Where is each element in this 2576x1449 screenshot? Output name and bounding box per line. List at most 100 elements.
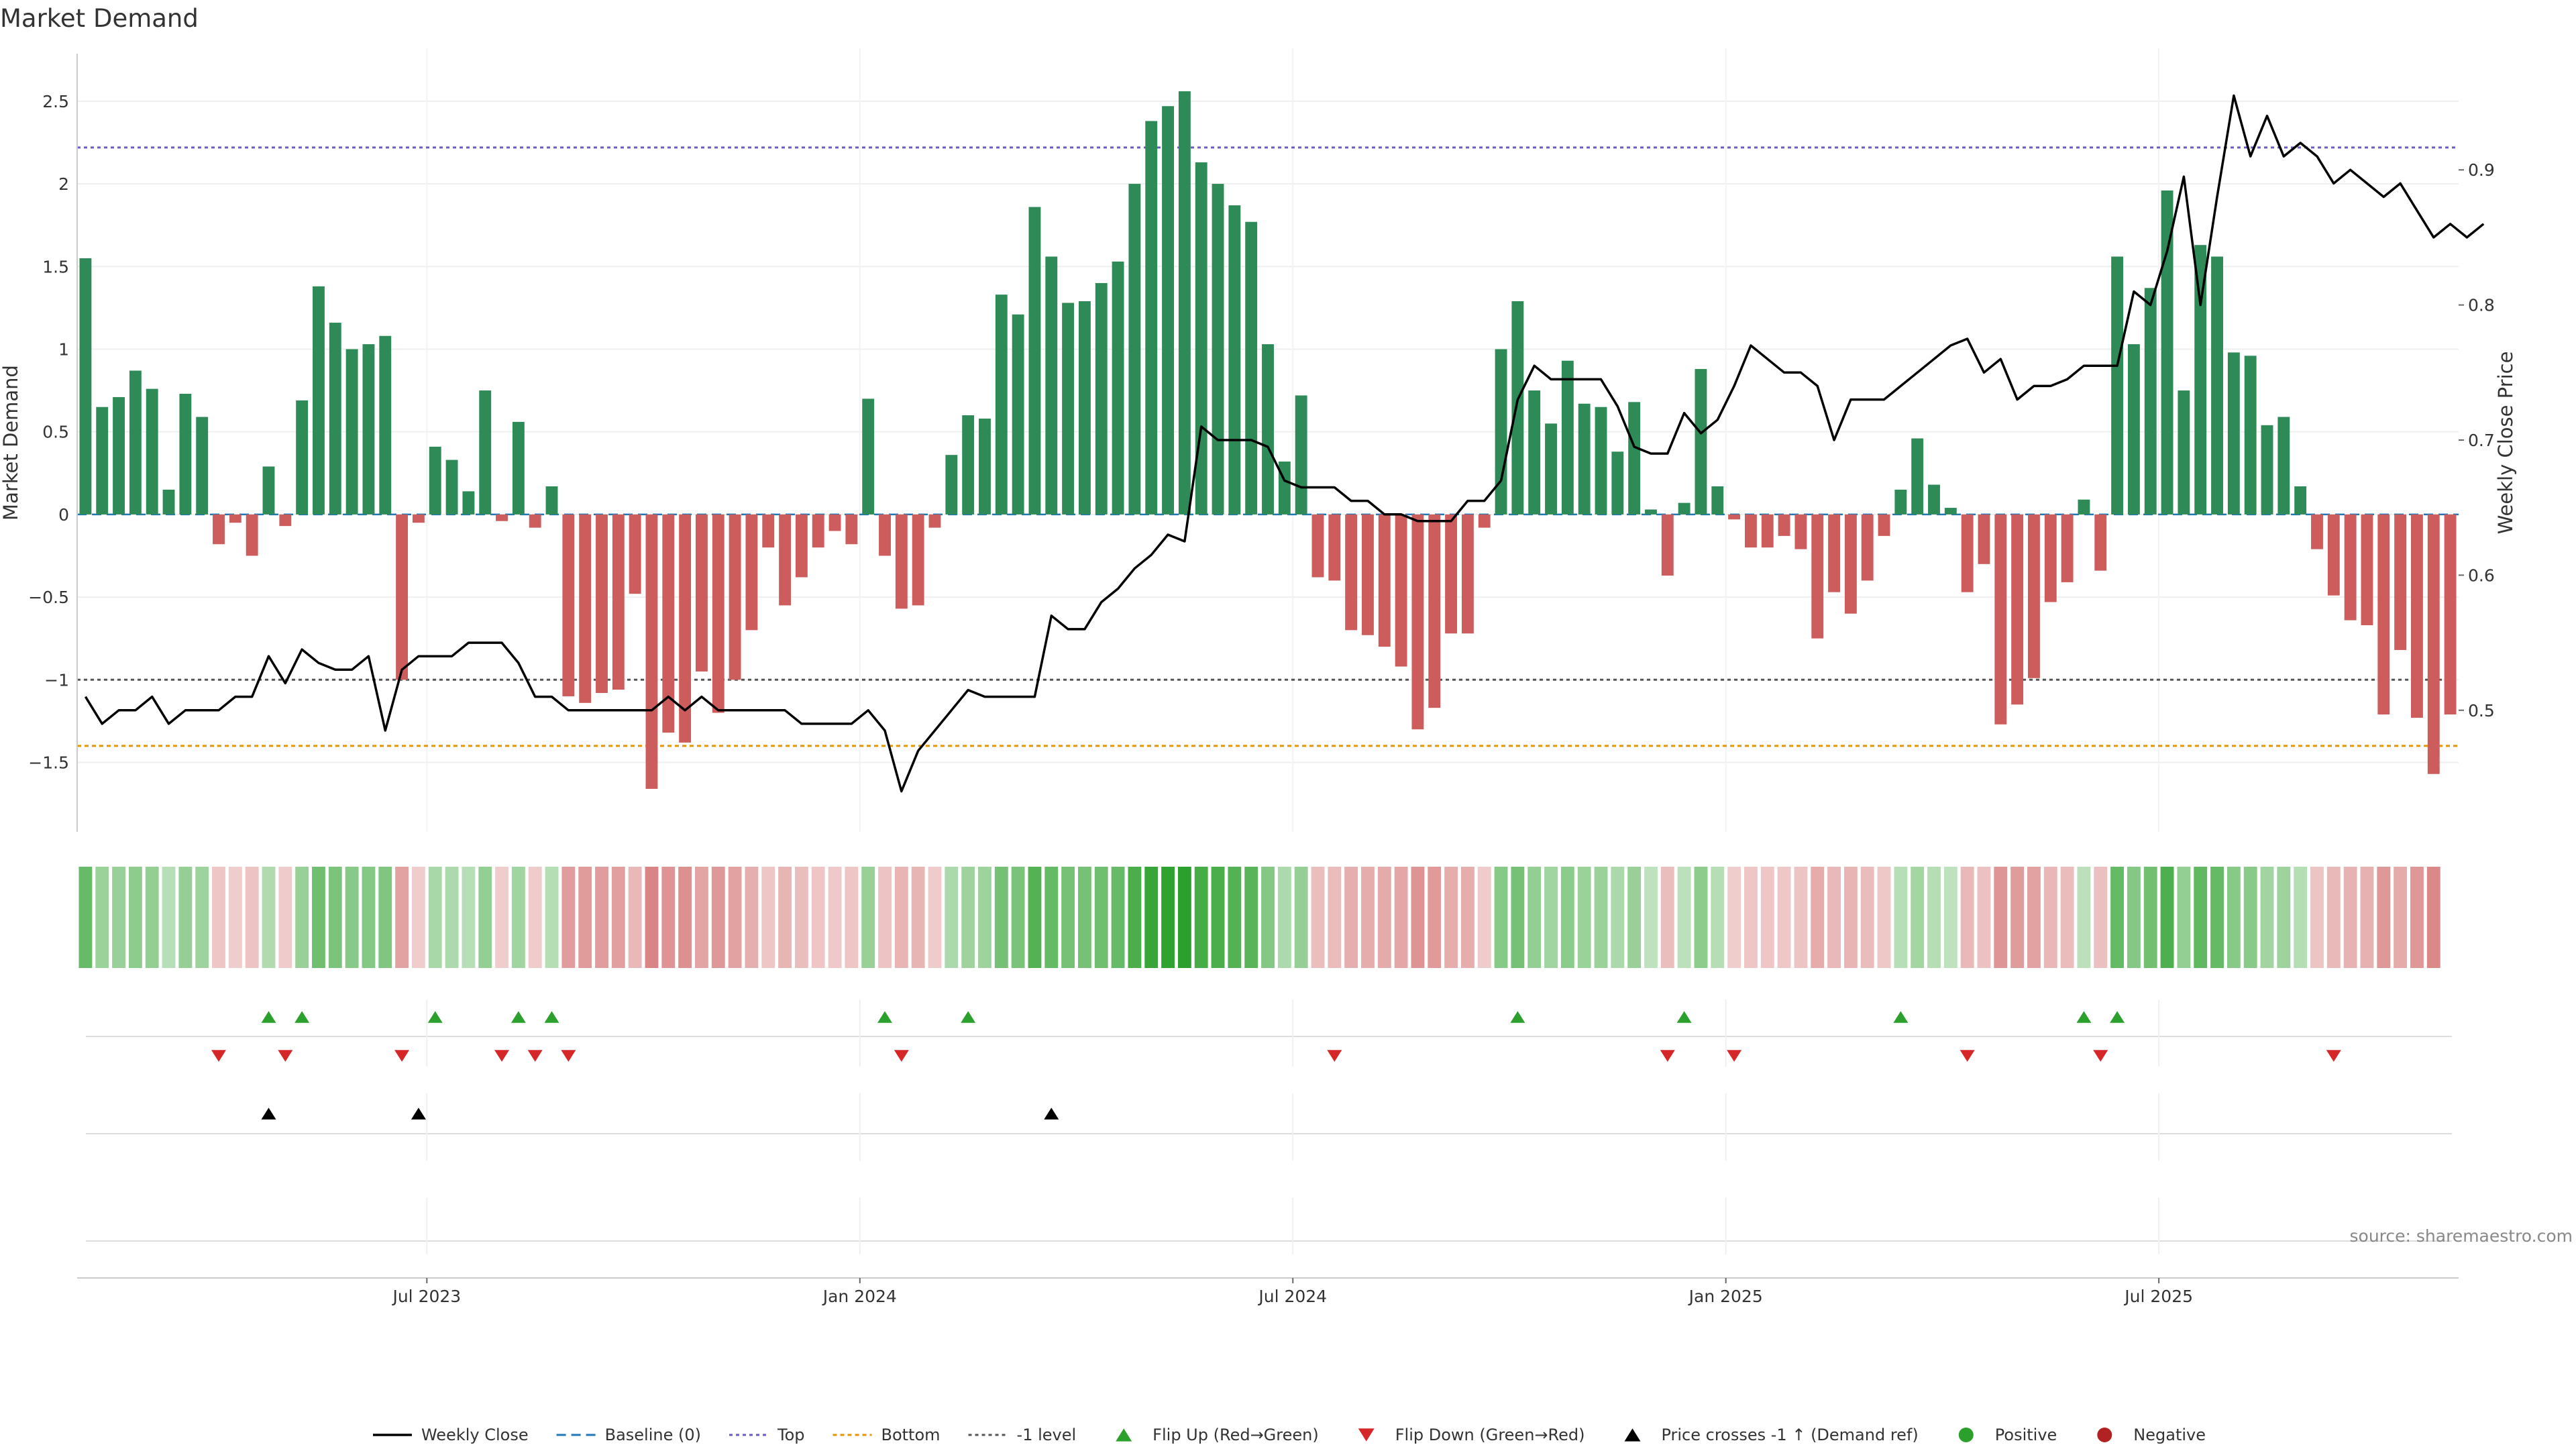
demand-bar-positive bbox=[995, 294, 1008, 515]
heat-cell bbox=[961, 867, 975, 968]
heat-cell bbox=[411, 867, 425, 968]
heat-cell bbox=[128, 867, 142, 968]
demand-bar-positive bbox=[1628, 402, 1641, 515]
demand-heat-strip bbox=[78, 867, 2440, 968]
heat-cell bbox=[1777, 867, 1791, 968]
flip-down-marker bbox=[561, 1050, 576, 1062]
demand-bar-positive bbox=[1095, 282, 1108, 515]
demand-bar-positive bbox=[1162, 106, 1174, 515]
flip-up-marker bbox=[877, 1011, 893, 1023]
heat-cell bbox=[2010, 867, 2025, 968]
heat-cell bbox=[1560, 867, 1574, 968]
flip-down-marker bbox=[494, 1050, 510, 1062]
heat-cell bbox=[528, 867, 542, 968]
demand-bar-negative bbox=[2094, 514, 2107, 571]
y-tick-label: 0.5 bbox=[42, 423, 69, 442]
demand-bar-positive bbox=[1245, 221, 1258, 515]
demand-bar-negative bbox=[2061, 514, 2074, 582]
legend-item: Top bbox=[729, 1426, 805, 1444]
demand-bar-negative bbox=[928, 514, 941, 528]
demand-bar-positive bbox=[1894, 489, 1907, 515]
legend-item: Flip Down (Green→Red) bbox=[1358, 1426, 1585, 1444]
legend-triangle-down-icon bbox=[1358, 1428, 1375, 1442]
demand-bar-negative bbox=[762, 514, 775, 548]
legend-label: Price crosses -1 ↑ (Demand ref) bbox=[1661, 1426, 1918, 1444]
demand-bar-negative bbox=[2311, 514, 2323, 549]
x-tick-label: Jan 2024 bbox=[822, 1287, 897, 1306]
heat-cell bbox=[811, 867, 825, 968]
demand-bar-positive bbox=[1645, 509, 1657, 515]
heat-cell bbox=[2226, 867, 2241, 968]
demand-bar-negative bbox=[1828, 514, 1840, 592]
flip-up-marker bbox=[1510, 1011, 1525, 1023]
demand-bar-positive bbox=[1078, 301, 1091, 515]
heat-cell bbox=[1294, 867, 1308, 968]
demand-bar-negative bbox=[795, 514, 808, 578]
heat-cell bbox=[495, 867, 508, 968]
heat-cell bbox=[661, 867, 676, 968]
demand-bar-negative bbox=[2044, 514, 2057, 602]
heat-cell bbox=[1277, 867, 1291, 968]
heat-cell bbox=[1694, 867, 1708, 968]
weekly-close-series bbox=[84, 94, 2485, 793]
flip-up-marker bbox=[961, 1011, 976, 1023]
heat-cell bbox=[1644, 867, 1658, 968]
heat-cell bbox=[1144, 867, 1159, 968]
heat-cell bbox=[2294, 867, 2308, 968]
y-tick-label: −1 bbox=[44, 670, 69, 690]
demand-bar-positive bbox=[162, 489, 175, 515]
demand-bar-negative bbox=[1761, 514, 1774, 548]
demand-bar-negative bbox=[612, 514, 625, 690]
demand-bar-negative bbox=[1428, 514, 1441, 708]
heat-cell bbox=[395, 867, 409, 968]
legend-triangle-up-icon bbox=[1116, 1428, 1132, 1442]
demand-bar-negative bbox=[529, 514, 541, 528]
demand-bar-positive bbox=[512, 421, 525, 515]
heat-cell bbox=[1544, 867, 1558, 968]
heat-cell bbox=[1460, 867, 1474, 968]
heat-cell bbox=[1394, 867, 1408, 968]
demand-bar-negative bbox=[729, 514, 741, 680]
demand-bar-positive bbox=[2244, 356, 2257, 515]
demand-bar-positive bbox=[1928, 484, 1940, 515]
heat-cell bbox=[2110, 867, 2125, 968]
heat-cell bbox=[1311, 867, 1325, 968]
demand-bar-positive bbox=[462, 491, 475, 515]
demand-bar-negative bbox=[1978, 514, 1990, 564]
demand-bar-positive bbox=[1295, 395, 1307, 515]
demand-bar-positive bbox=[1595, 407, 1607, 515]
demand-bar-negative bbox=[662, 514, 675, 733]
heat-cell bbox=[1711, 867, 1725, 968]
demand-bar-positive bbox=[362, 344, 375, 515]
demand-bar-positive bbox=[862, 398, 875, 515]
demand-bar-negative bbox=[1778, 514, 1790, 536]
y-tick-label: −1.5 bbox=[28, 753, 69, 773]
legend-item: Baseline (0) bbox=[556, 1426, 701, 1444]
heat-cell bbox=[2426, 867, 2440, 968]
heat-cell bbox=[1444, 867, 1458, 968]
demand-bar-positive bbox=[1178, 91, 1191, 515]
demand-bar-negative bbox=[879, 514, 891, 556]
demand-bar-negative bbox=[629, 514, 641, 594]
demand-bar-negative bbox=[779, 514, 792, 606]
demand-bar-positive bbox=[1262, 344, 1274, 515]
y2-tick-label: 0.8 bbox=[2468, 296, 2495, 315]
demand-bar-positive bbox=[2161, 190, 2174, 515]
heat-cell bbox=[2094, 867, 2108, 968]
legend-label: Baseline (0) bbox=[605, 1426, 701, 1444]
heat-cell bbox=[1843, 867, 1858, 968]
heat-cell bbox=[994, 867, 1008, 968]
demand-bar-negative bbox=[645, 514, 658, 789]
flip-up-marker bbox=[544, 1011, 559, 1023]
heat-cell bbox=[1611, 867, 1625, 968]
heat-cell bbox=[228, 867, 242, 968]
flip-down-marker bbox=[1327, 1050, 1342, 1062]
demand-bar-negative bbox=[845, 514, 858, 545]
heat-cell bbox=[2027, 867, 2041, 968]
heat-cell bbox=[1994, 867, 2008, 968]
heat-cell bbox=[2343, 867, 2357, 968]
demand-bar-positive bbox=[345, 349, 358, 515]
heat-cell bbox=[1044, 867, 1059, 968]
demand-bar-negative bbox=[2394, 514, 2407, 650]
demand-bar-positive bbox=[545, 486, 558, 515]
